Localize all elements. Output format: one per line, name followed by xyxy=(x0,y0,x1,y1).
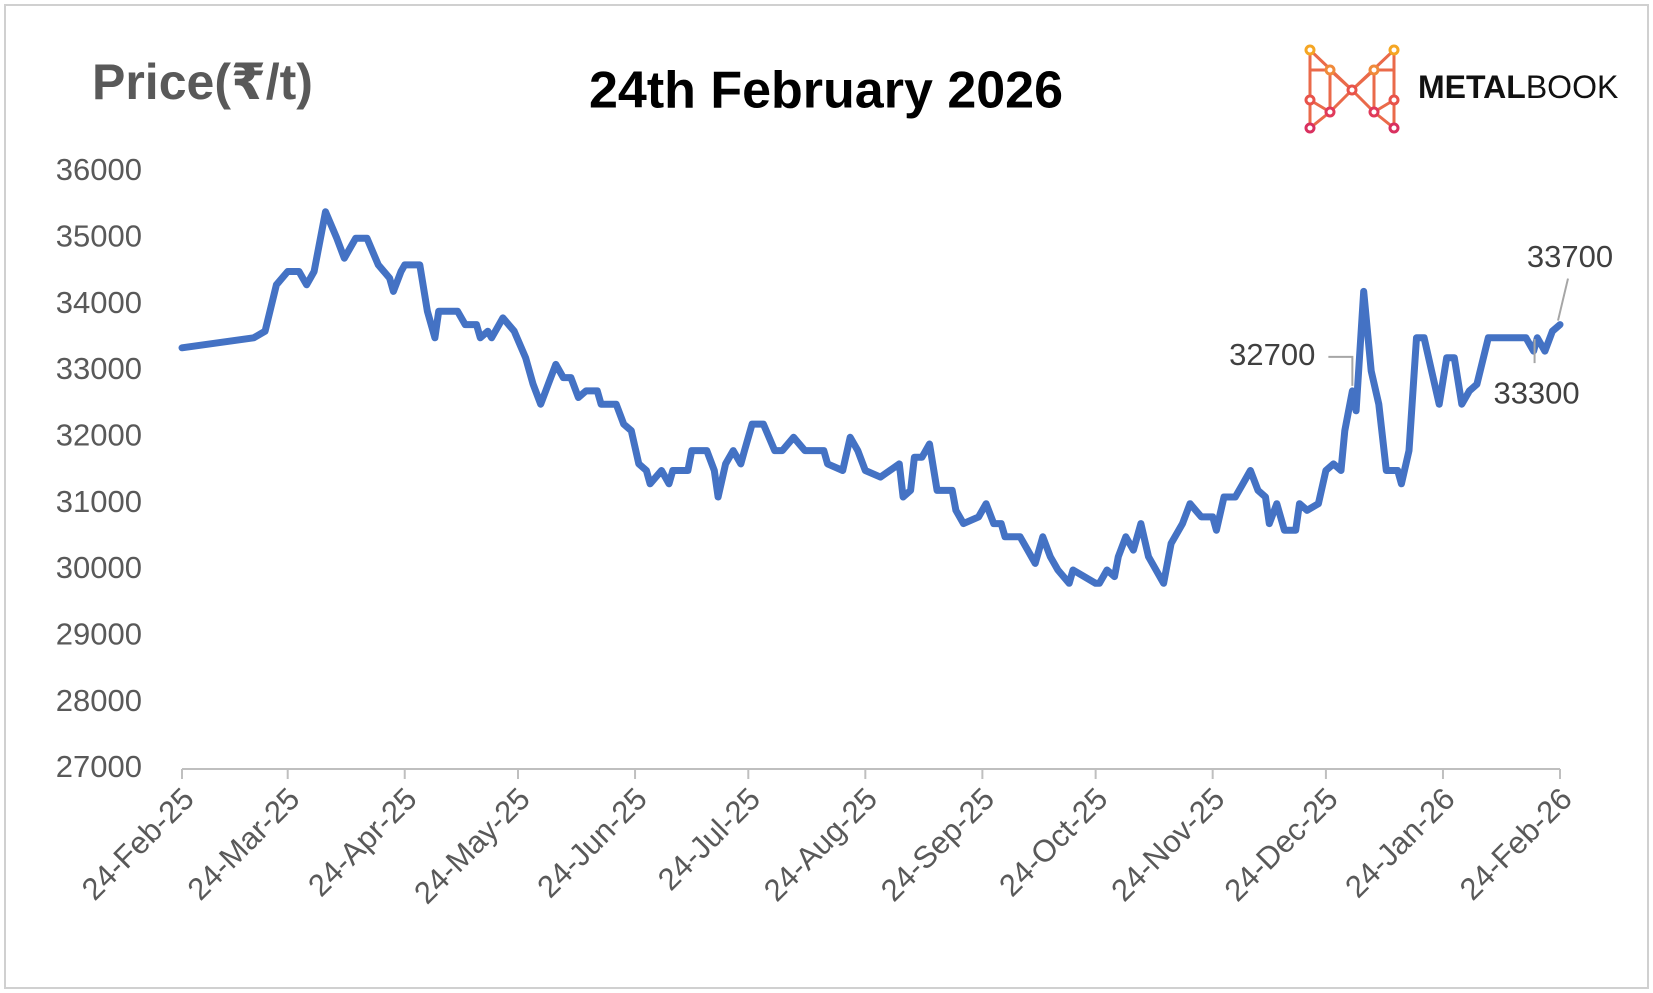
brand-bold: METAL xyxy=(1418,69,1526,105)
y-tick-label: 28000 xyxy=(56,683,142,718)
y-axis-label: Price(₹/t) xyxy=(92,54,313,110)
brand-name: METALBOOK xyxy=(1418,69,1618,105)
annotation-leader xyxy=(1557,278,1569,321)
line-series xyxy=(178,208,1564,587)
y-tick-label: 29000 xyxy=(56,617,142,652)
logo-icon xyxy=(1304,44,1400,134)
y-tick-label: 27000 xyxy=(56,749,142,784)
annotation-leader xyxy=(1328,355,1354,386)
annotation-label: 32700 xyxy=(1229,337,1315,372)
y-tick-label: 35000 xyxy=(56,219,142,254)
y-tick-label: 34000 xyxy=(56,285,142,320)
annotation-label: 33700 xyxy=(1527,239,1613,274)
chart-frame xyxy=(4,4,1649,989)
chart-title: 24th February 2026 xyxy=(589,62,1063,120)
y-tick-label: 36000 xyxy=(56,152,142,187)
brand-light: BOOK xyxy=(1526,69,1618,105)
y-tick-label: 33000 xyxy=(56,351,142,386)
y-tick-label: 32000 xyxy=(56,418,142,453)
annotation-label: 33300 xyxy=(1493,375,1579,410)
y-tick-label: 30000 xyxy=(56,550,142,585)
y-tick-label: 31000 xyxy=(56,484,142,519)
